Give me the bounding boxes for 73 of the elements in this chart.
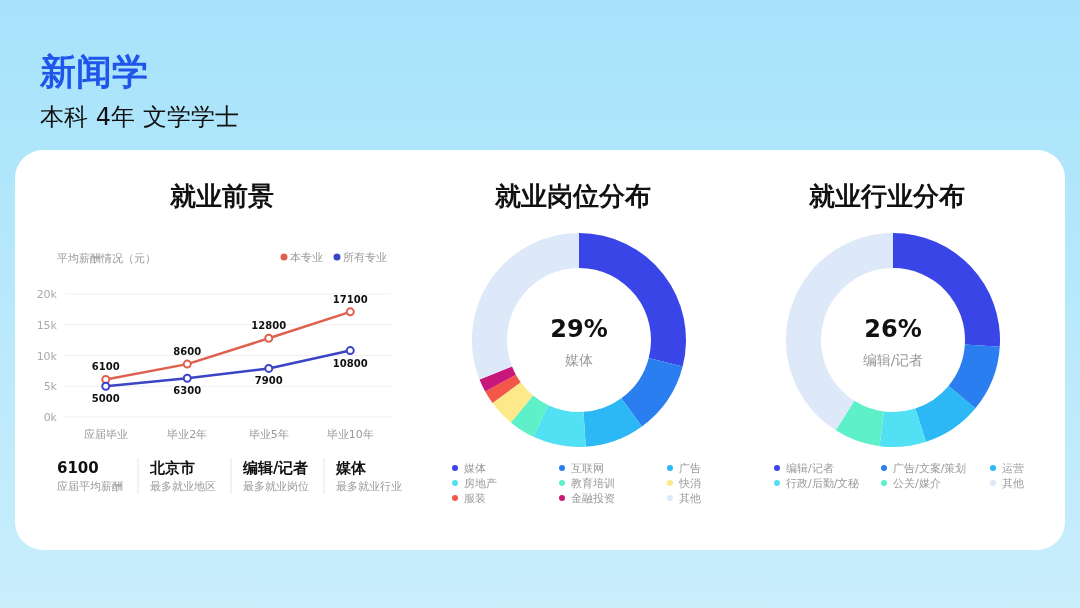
donut-slice <box>533 405 586 447</box>
donut-slice <box>915 385 976 442</box>
x-tick-label: 应届毕业 <box>83 428 128 441</box>
text: 26% <box>864 315 922 343</box>
point <box>345 307 355 317</box>
text: 最多就业岗位 <box>243 480 309 493</box>
point <box>101 381 111 391</box>
donut-slice <box>510 395 549 437</box>
legend-label: 金融投资 <box>571 492 615 505</box>
legend-label: 运营 <box>1002 462 1024 475</box>
legend-label: 编辑/记者 <box>786 462 834 475</box>
legend-label: 行政/后勤/文秘 <box>786 477 860 490</box>
text: 编辑/记者 <box>242 459 309 477</box>
legend-label: 教育培训 <box>571 477 615 490</box>
donut-slice <box>479 366 516 392</box>
donut-slice <box>621 357 683 427</box>
legend-label: 媒体 <box>464 462 486 475</box>
legend-label: 广告 <box>679 462 701 475</box>
point <box>182 373 192 383</box>
text: 本科 4年 文学学士 <box>40 103 239 131</box>
y-tick-label: 20k <box>36 288 58 301</box>
data-label: 8600 <box>173 346 202 358</box>
donut-slice <box>835 400 884 447</box>
donut-slice <box>879 408 927 447</box>
y-tick-label: 0k <box>43 411 58 424</box>
donut-slice <box>583 398 642 447</box>
point <box>345 346 355 356</box>
legend-label: 服装 <box>464 492 486 505</box>
data-label: 10800 <box>332 357 368 369</box>
donut-slice <box>948 344 1000 409</box>
legend-label: 互联网 <box>571 462 604 475</box>
text: 媒体 <box>565 352 593 368</box>
legend-label: 公关/媒介 <box>893 477 941 490</box>
legend-label: 其他 <box>679 492 701 505</box>
point <box>264 333 274 343</box>
data-label: 6300 <box>173 385 202 397</box>
y-axis-title: 平均薪酬情况（元） <box>57 252 156 265</box>
y-tick-label: 5k <box>43 380 58 394</box>
donut-slice <box>492 382 534 423</box>
data-label: 5000 <box>91 393 120 405</box>
text: 媒体 <box>335 459 367 477</box>
donut-slice <box>485 374 521 403</box>
text: 6100 <box>57 459 99 477</box>
legend-label: 本专业 <box>290 251 323 264</box>
data-label: 17100 <box>332 293 368 305</box>
chart-title: 就业行业分布 <box>808 181 965 211</box>
legend-label: 其他 <box>1002 477 1024 490</box>
y-tick-label: 15k <box>36 318 58 332</box>
point <box>264 363 274 373</box>
legend-label: 快消 <box>678 477 701 490</box>
text: 最多就业行业 <box>336 480 402 493</box>
text: 编辑/记者 <box>862 352 924 368</box>
text: 29% <box>550 315 608 343</box>
data-label: 6100 <box>91 361 120 373</box>
x-tick-label: 毕业10年 <box>326 428 374 441</box>
data-label: 7900 <box>254 375 283 387</box>
chart-title: 就业前景 <box>169 181 274 211</box>
text: 应届平均薪酬 <box>57 480 123 493</box>
legend-label: 广告/文案/策划 <box>893 462 967 475</box>
y-tick-label: 10k <box>36 349 58 363</box>
legend-label: 所有专业 <box>343 251 387 264</box>
legend-item: 本专业 <box>280 251 323 264</box>
text: 北京市 <box>149 459 195 477</box>
x-tick-label: 毕业2年 <box>167 428 208 441</box>
x-tick-label: 毕业5年 <box>248 428 289 441</box>
text: 最多就业地区 <box>150 480 216 493</box>
chart-title: 就业岗位分布 <box>494 181 651 211</box>
legend-item: 所有专业 <box>333 251 387 264</box>
legend-label: 房地产 <box>464 477 497 490</box>
point <box>182 359 192 369</box>
data-label: 12800 <box>251 320 287 332</box>
text: 新闻学 <box>39 51 148 92</box>
point <box>101 374 111 384</box>
